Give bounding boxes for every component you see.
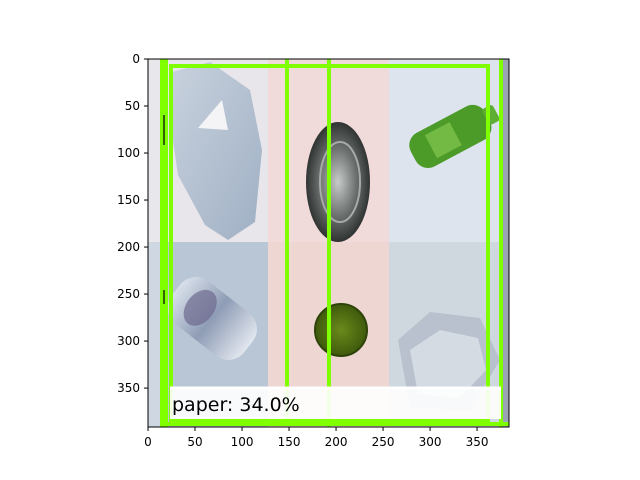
x-tick-label: 150: [278, 435, 301, 449]
y-tick-label: 100: [117, 146, 140, 160]
y-tick-label: 200: [117, 240, 140, 254]
detection-caption: paper: 34.0%: [172, 394, 300, 416]
y-tick-label: 350: [117, 381, 140, 395]
y-tick-label: 150: [117, 193, 140, 207]
caption-box: paper: 34.0%: [170, 386, 501, 419]
axes-frame: [147, 58, 510, 428]
y-tick-label: 50: [125, 99, 140, 113]
x-tick-label: 300: [419, 435, 442, 449]
x-tick-label: 200: [325, 435, 348, 449]
x-tick-label: 100: [231, 435, 254, 449]
x-tick-label: 50: [187, 435, 202, 449]
detection-boxes: [160, 59, 509, 427]
tile-green-bottle: [389, 59, 509, 242]
y-tick-label: 0: [132, 52, 140, 66]
x-tick-label: 350: [466, 435, 489, 449]
y-axis: 0 50 100 150 200 250 300 350: [117, 52, 148, 395]
x-tick-label: 250: [372, 435, 395, 449]
x-tick-label: 0: [144, 435, 152, 449]
y-tick-label: 250: [117, 287, 140, 301]
y-tick-label: 300: [117, 334, 140, 348]
x-axis: 0 50 100 150 200 250 300 350: [144, 427, 489, 449]
